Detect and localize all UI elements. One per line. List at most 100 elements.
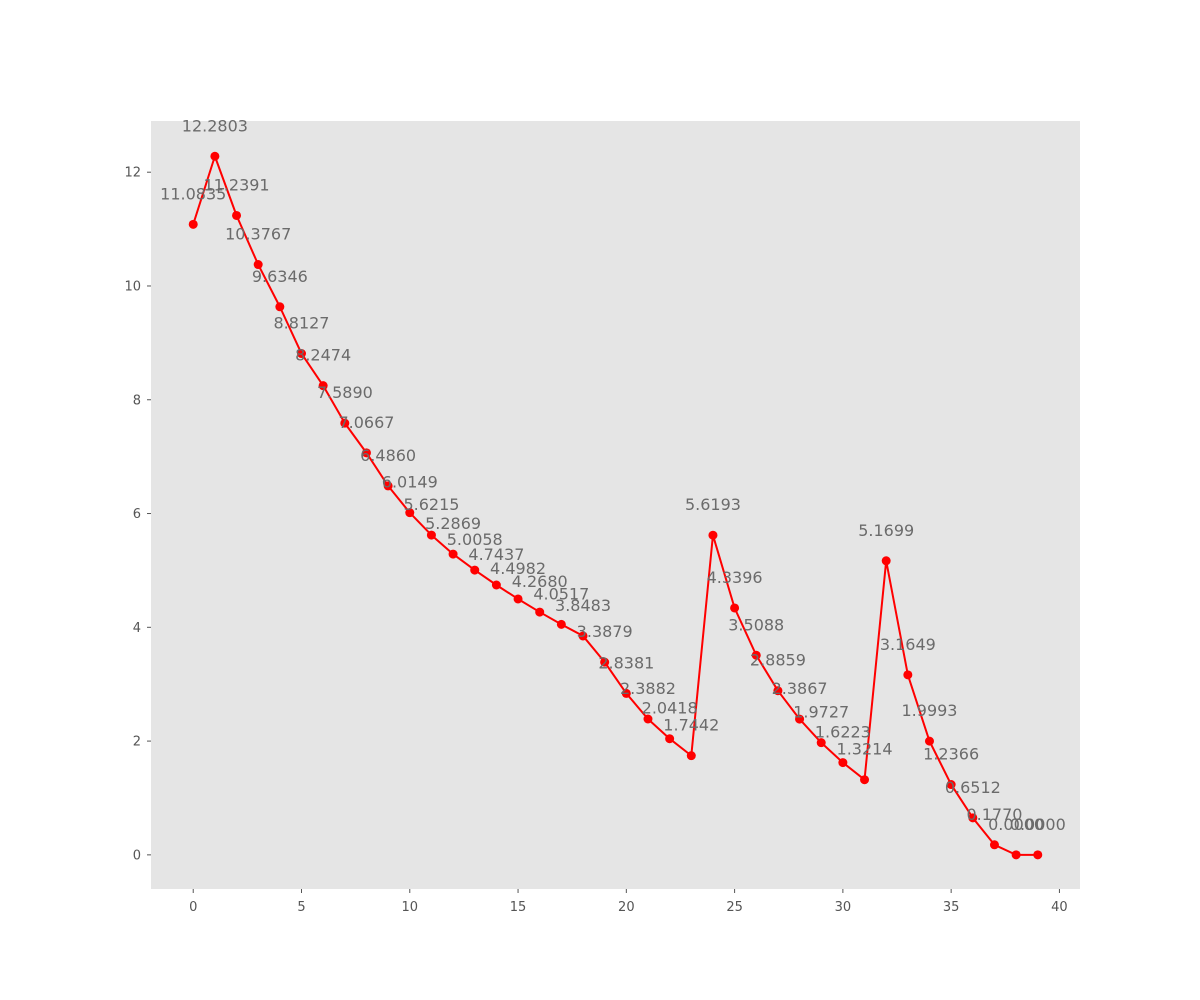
data-label: 0.0000: [988, 815, 1044, 834]
data-label: 3.1649: [880, 635, 936, 654]
data-point: [730, 603, 740, 613]
data-point: [751, 650, 761, 660]
x-tick-label: 25: [726, 900, 743, 915]
data-label: 4.4982: [490, 559, 546, 578]
data-point: [405, 508, 415, 518]
data-point: [210, 151, 220, 161]
data-label: 4.2680: [512, 572, 568, 591]
series-line: [192, 155, 1038, 856]
data-label: 4.0517: [533, 584, 589, 603]
data-point: [253, 260, 263, 270]
data-label: 1.9727: [793, 703, 849, 722]
data-label: 4.7437: [468, 545, 524, 564]
x-tick-label: 15: [510, 900, 527, 915]
data-point: [773, 686, 783, 696]
data-label: 12.2803: [182, 116, 248, 135]
data-label: 8.2474: [295, 346, 351, 365]
y-tick-label: 2: [133, 735, 141, 750]
data-point: [361, 448, 371, 458]
data-point: [448, 549, 458, 559]
data-point: [903, 670, 913, 680]
data-label: 4.3396: [707, 568, 763, 587]
data-point: [643, 714, 653, 724]
data-point: [578, 631, 588, 641]
data-point: [426, 530, 436, 540]
data-label: 1.6223: [815, 723, 871, 742]
data-point: [838, 758, 848, 768]
data-point: [795, 714, 805, 724]
x-tick-label: 10: [402, 900, 419, 915]
data-point: [946, 780, 956, 790]
data-label: 3.5088: [728, 615, 784, 634]
data-label: 2.3867: [772, 679, 828, 698]
data-point: [383, 481, 393, 491]
data-label: 2.0418: [642, 699, 698, 718]
x-tick-label: 20: [618, 900, 635, 915]
data-labels: 11.0835 12.2803 11.2391 10.3767 9.6346 8.8127…: [160, 116, 1066, 834]
data-label: 5.0058: [447, 530, 503, 549]
data-label: 7.5890: [317, 383, 373, 402]
data-label: 9.6346: [252, 267, 308, 286]
data-label: 6.4860: [360, 446, 416, 465]
x-tick-label: 30: [835, 900, 852, 915]
data-point: [665, 734, 675, 744]
x-tick-label: 35: [943, 900, 960, 915]
data-label: 7.0667: [338, 413, 394, 432]
data-label: 11.0835: [160, 184, 226, 203]
y-axis: 0 2 4 6 8 10 12: [124, 166, 151, 863]
data-point: [275, 302, 285, 312]
data-point: [881, 556, 891, 566]
data-point: [535, 607, 545, 617]
data-label: 2.3882: [620, 679, 676, 698]
data-point: [968, 813, 978, 823]
series-line-group: [192, 155, 1038, 856]
data-point: [686, 751, 696, 761]
data-point: [989, 840, 999, 850]
data-label: 1.2366: [923, 745, 979, 764]
x-tick-label: 40: [1051, 900, 1068, 915]
data-label: 2.8859: [750, 651, 806, 670]
y-tick-label: 10: [124, 279, 141, 294]
data-point: [232, 210, 242, 220]
data-point: [491, 580, 501, 590]
data-point: [318, 381, 328, 391]
y-tick-label: 0: [133, 848, 141, 863]
data-label: 5.1699: [858, 521, 914, 540]
data-point: [470, 565, 480, 575]
data-label: 11.2391: [203, 175, 269, 194]
data-label: 1.9993: [902, 701, 958, 720]
y-tick-label: 4: [133, 621, 141, 636]
data-point: [1033, 850, 1043, 860]
data-label: 3.3879: [577, 622, 633, 641]
data-point: [1011, 850, 1021, 860]
y-tick-label: 12: [124, 166, 141, 181]
data-point: [600, 657, 610, 667]
data-label: 8.8127: [274, 314, 330, 333]
data-point: [188, 219, 198, 229]
data-point: [816, 738, 826, 748]
data-label: 3.8483: [555, 596, 611, 615]
data-points: [188, 151, 1043, 860]
x-axis: 0 5 10 15 20 25 30 35 40: [189, 889, 1068, 915]
data-label: 5.2869: [425, 514, 481, 533]
data-label: 1.3214: [837, 740, 893, 759]
data-label: 2.8381: [598, 653, 654, 672]
data-point: [556, 619, 566, 629]
x-tick-label: 5: [297, 900, 305, 915]
data-label: 0.0000: [1010, 815, 1066, 834]
data-point: [513, 594, 523, 604]
data-point: [297, 349, 307, 359]
data-label: 10.3767: [225, 225, 291, 244]
data-point: [340, 418, 350, 428]
x-tick-label: 0: [189, 900, 197, 915]
data-point: [708, 530, 718, 540]
y-tick-label: 8: [133, 393, 141, 408]
data-label: 5.6215: [403, 495, 459, 514]
data-label: 0.6512: [945, 778, 1001, 797]
data-label: 1.7442: [663, 716, 719, 735]
data-label: 5.6193: [685, 495, 741, 514]
plot-area: [151, 121, 1080, 889]
data-label: 6.0149: [382, 473, 438, 492]
data-point: [621, 688, 631, 698]
